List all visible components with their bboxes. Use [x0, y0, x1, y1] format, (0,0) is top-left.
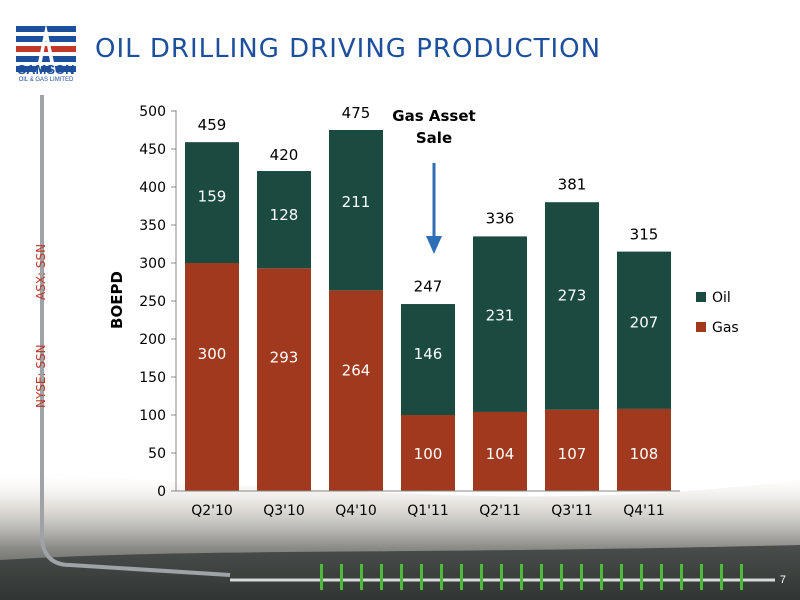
data-label-gas: 107 — [558, 445, 587, 463]
page-title: OIL DRILLING DRIVING PRODUCTION — [95, 34, 602, 64]
data-label-gas: 104 — [486, 445, 515, 463]
data-label-total: 459 — [198, 116, 227, 134]
bar-oil — [257, 171, 311, 269]
data-label-total: 420 — [270, 146, 299, 164]
data-label-total: 475 — [342, 104, 371, 122]
x-tick-label: Q3'11 — [551, 503, 593, 519]
frac-marks — [320, 564, 743, 590]
data-label-gas: 300 — [198, 345, 227, 363]
x-tick-label: Q2'10 — [191, 503, 233, 519]
bar-oil — [185, 142, 239, 263]
bar-gas — [545, 409, 599, 491]
page-number: 7 — [779, 574, 786, 586]
bar-gas — [617, 408, 671, 491]
data-label-oil: 231 — [486, 306, 515, 324]
data-label-gas: 108 — [630, 445, 659, 463]
bar-oil — [617, 251, 671, 409]
y-axis-label: BOEPD — [108, 271, 126, 329]
down-arrow-icon — [426, 163, 442, 254]
annotation-line1: Gas Asset — [392, 107, 475, 125]
bar-gas — [473, 411, 527, 491]
y-tick-label: 50 — [148, 446, 166, 462]
data-label-oil: 146 — [414, 345, 443, 363]
bar-oil — [401, 304, 455, 415]
data-label-oil: 207 — [630, 313, 659, 331]
y-tick-label: 100 — [139, 408, 166, 424]
logo-subtext: OIL & GAS LIMITED — [18, 77, 74, 83]
data-label-total: 247 — [414, 277, 443, 295]
y-tick-label: 0 — [157, 484, 166, 500]
y-tick-label: 350 — [139, 218, 166, 234]
data-label-gas: 293 — [270, 348, 299, 366]
x-tick-label: Q3'10 — [263, 503, 305, 519]
data-label-oil: 128 — [270, 206, 299, 224]
y-tick-label: 200 — [139, 332, 166, 348]
y-tick-label: 500 — [139, 104, 166, 120]
data-label-oil: 211 — [342, 193, 371, 211]
x-tick-label: Q4'11 — [623, 503, 665, 519]
data-label-gas: 100 — [414, 445, 443, 463]
data-label-total: 336 — [486, 210, 515, 228]
bar-gas — [185, 263, 239, 491]
legend: Oil Gas — [696, 290, 739, 336]
bar-gas — [401, 415, 455, 491]
y-tick-label: 300 — [139, 256, 166, 272]
legend-swatch-gas — [696, 322, 706, 332]
legend-label-oil: Oil — [712, 290, 731, 306]
annotation-line2: Sale — [416, 129, 452, 147]
data-label-total: 315 — [630, 226, 659, 244]
x-tick-label: Q2'11 — [479, 503, 521, 519]
bar-oil — [329, 130, 383, 291]
bar-oil — [545, 202, 599, 410]
data-label-gas: 264 — [342, 362, 371, 380]
samson-logo-icon — [16, 24, 76, 72]
logo-text: SAMSON — [17, 62, 75, 77]
y-tick-label: 150 — [139, 370, 166, 386]
bar-gas — [257, 268, 311, 491]
bar-oil — [473, 236, 527, 412]
data-label-total: 381 — [558, 175, 587, 193]
bar-gas — [329, 290, 383, 491]
x-tick-label: Q4'10 — [335, 503, 377, 519]
y-tick-label: 450 — [139, 142, 166, 158]
data-label-oil: 159 — [198, 188, 227, 206]
legend-label-gas: Gas — [712, 320, 739, 336]
data-label-oil: 273 — [558, 287, 587, 305]
y-tick-label: 400 — [139, 180, 166, 196]
x-tick-label: Q1'11 — [407, 503, 449, 519]
legend-swatch-oil — [696, 292, 706, 302]
y-tick-label: 250 — [139, 294, 166, 310]
